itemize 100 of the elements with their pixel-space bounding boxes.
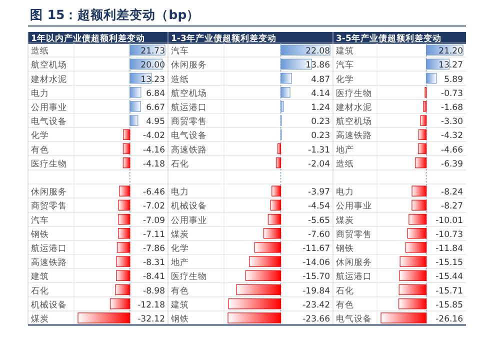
data-label: -10.01 xyxy=(436,216,463,226)
y-tick-label: 造纸 xyxy=(31,46,49,57)
y-tick-label: 煤炭 xyxy=(171,228,189,240)
y-tick-label: 公用事业 xyxy=(171,214,207,226)
bar xyxy=(130,101,141,112)
bar xyxy=(228,298,282,310)
data-label: -26.16 xyxy=(436,314,463,324)
data-label: -4.32 xyxy=(441,131,463,142)
bar xyxy=(408,214,427,225)
data-label: -15.15 xyxy=(436,258,463,268)
bar xyxy=(426,72,437,84)
data-label: -23.66 xyxy=(302,314,330,324)
bar xyxy=(119,186,130,196)
data-label: -0.73 xyxy=(441,88,463,99)
y-tick-label: 建筑 xyxy=(30,271,49,282)
bar xyxy=(280,87,290,98)
data-label: -15.71 xyxy=(436,286,463,296)
y-tick-label: 化学 xyxy=(336,74,354,85)
bar xyxy=(118,200,130,210)
bar xyxy=(398,298,427,310)
data-label: -7.60 xyxy=(308,230,330,240)
data-label: 5.89 xyxy=(444,74,463,85)
data-label: -8.27 xyxy=(441,202,463,212)
y-tick-label: 商贸零售 xyxy=(171,116,207,128)
y-tick-label: 造纸 xyxy=(171,74,189,85)
data-label: -7.86 xyxy=(143,244,165,254)
y-tick-label: 有色 xyxy=(336,299,354,310)
y-tick-label: 医疗生物 xyxy=(171,271,207,282)
bar xyxy=(118,228,130,239)
y-tick-label: 地产 xyxy=(335,144,354,156)
y-tick-label: 电力 xyxy=(171,186,189,198)
bar xyxy=(412,200,427,210)
y-tick-label: 航空机场 xyxy=(336,116,372,128)
bar xyxy=(407,228,427,239)
y-tick-label: 休闲服务 xyxy=(336,257,372,268)
data-label: 20.00 xyxy=(140,60,165,71)
y-tick-label: 航空机场 xyxy=(31,60,67,71)
y-tick-label: 有色 xyxy=(171,285,189,296)
data-label: -32.12 xyxy=(138,314,165,324)
bar xyxy=(122,158,130,168)
bar xyxy=(78,312,130,324)
bar xyxy=(249,256,282,267)
data-label: -2.04 xyxy=(308,159,330,170)
bar xyxy=(423,101,427,112)
y-tick-label: 电气设备 xyxy=(336,313,372,324)
bar xyxy=(268,214,282,225)
y-tick-label: 机械设备 xyxy=(171,200,207,212)
data-label: -8.31 xyxy=(143,258,165,268)
y-tick-label: 航运港口 xyxy=(171,102,207,113)
bar xyxy=(380,312,427,324)
chart-subtitle: 1-3年产业债超额利差变动 xyxy=(171,33,276,44)
data-label: -23.42 xyxy=(302,300,330,310)
data-label: -4.54 xyxy=(308,202,330,212)
bar xyxy=(270,200,282,210)
bar xyxy=(228,312,282,324)
data-label: -7.02 xyxy=(143,202,165,212)
data-label: -10.73 xyxy=(436,230,463,240)
data-label: 4.95 xyxy=(146,117,165,128)
y-tick-label: 有色 xyxy=(31,144,49,156)
bar xyxy=(412,186,427,196)
bar xyxy=(118,214,130,225)
y-tick-label: 航运港口 xyxy=(31,242,67,254)
data-label: -4.66 xyxy=(441,145,463,156)
data-label: 1.24 xyxy=(311,102,330,113)
y-tick-label: 建筑 xyxy=(170,299,189,310)
bar xyxy=(398,284,427,296)
y-tick-label: 高速铁路 xyxy=(336,130,372,142)
y-tick-label: 建筑 xyxy=(335,46,354,57)
data-label: -5.65 xyxy=(308,216,330,226)
y-tick-label: 公用事业 xyxy=(31,102,67,113)
data-label: -6.46 xyxy=(143,188,165,198)
y-tick-label: 电力 xyxy=(336,186,354,198)
data-label: -14.06 xyxy=(302,258,330,268)
y-tick-label: 高速铁路 xyxy=(171,144,207,156)
y-tick-label: 钢铁 xyxy=(30,228,49,240)
y-tick-label: 休闲服务 xyxy=(31,186,67,198)
data-label: -3.97 xyxy=(308,188,330,198)
bar xyxy=(405,242,427,253)
chart-subtitle: 1年以内产业债超额利差变动 xyxy=(31,33,145,44)
y-tick-label: 医疗生物 xyxy=(31,158,67,170)
y-tick-label: 机械设备 xyxy=(31,299,67,310)
y-tick-label: 建材水泥 xyxy=(30,74,67,85)
data-label: -4.16 xyxy=(143,145,165,156)
y-tick-label: 煤炭 xyxy=(336,214,354,226)
data-label: 21.73 xyxy=(140,46,165,57)
bar xyxy=(123,129,130,140)
data-label: 4.87 xyxy=(311,74,330,85)
bar xyxy=(400,256,427,267)
y-tick-label: 地产 xyxy=(170,257,189,268)
y-tick-label: 公用事业 xyxy=(336,200,372,212)
bar xyxy=(418,129,427,140)
y-tick-label: 电气设备 xyxy=(31,116,67,128)
bar xyxy=(245,270,282,281)
data-label: -7.11 xyxy=(143,230,165,240)
y-tick-label: 商贸零售 xyxy=(31,200,67,212)
data-label: -8.24 xyxy=(441,188,463,198)
data-label: -8.41 xyxy=(143,272,165,282)
y-tick-label: 石化 xyxy=(31,285,49,296)
bar xyxy=(414,158,427,168)
data-label: -12.18 xyxy=(138,300,165,310)
